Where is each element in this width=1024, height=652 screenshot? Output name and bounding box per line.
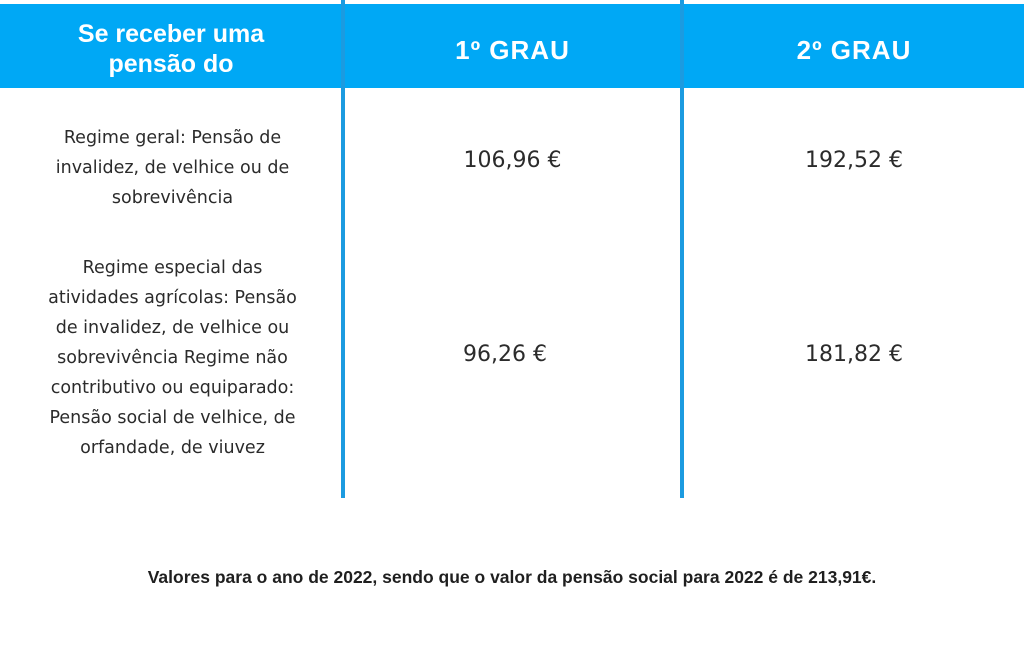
row-general-regime-first-degree-value: 106,96 €: [463, 148, 562, 173]
header-pension-type: Se receber uma pensão do: [77, 20, 265, 78]
row-general-regime-label: Regime geral: Pensão de invalidez, de ve…: [55, 128, 290, 208]
table-header-band: [0, 4, 1024, 88]
footnote: Valores para o ano de 2022, sendo que o …: [147, 567, 877, 587]
header-second-degree: 2º GRAU: [796, 34, 912, 65]
column-divider-1: [341, 0, 345, 498]
header-first-degree: 1º GRAU: [455, 34, 570, 65]
row-general-regime-second-degree-value: 192,52 €: [805, 148, 903, 173]
row-special-regime-second-degree-value: 181,82 €: [805, 342, 903, 367]
column-divider-2: [680, 0, 684, 498]
row-special-regime-label: Regime especial das atividades agrícolas…: [48, 258, 297, 458]
row-special-regime-first-degree-value: 96,26 €: [463, 342, 547, 367]
